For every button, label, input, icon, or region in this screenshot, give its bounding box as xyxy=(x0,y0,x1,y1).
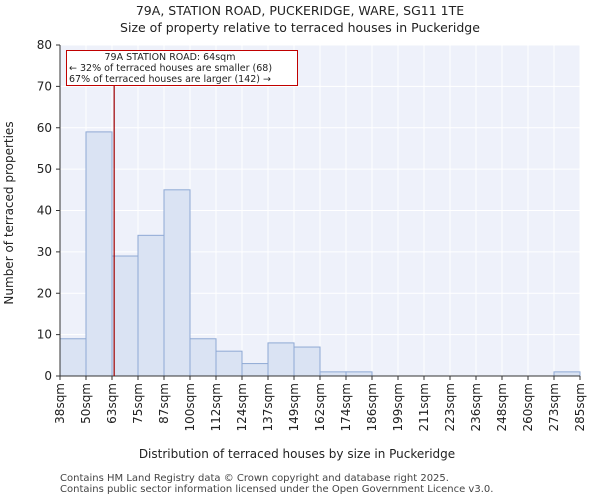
y-tick-label: 20 xyxy=(37,286,52,300)
annotation-line-1: 79A STATION ROAD: 64sqm xyxy=(104,52,236,63)
y-tick-label: 70 xyxy=(37,79,52,93)
annotation-box: 79A STATION ROAD: 64sqm ← 32% of terrace… xyxy=(66,50,298,86)
x-tick-label: 260sqm xyxy=(521,383,535,431)
x-tick-label: 38sqm xyxy=(53,383,67,424)
chart-title: 79A, STATION ROAD, PUCKERIDGE, WARE, SG1… xyxy=(135,3,465,18)
bar-100sqm xyxy=(189,338,217,377)
x-tick-label: 236sqm xyxy=(469,383,483,431)
y-tick-label: 40 xyxy=(37,204,52,218)
x-tick-label: 186sqm xyxy=(365,383,379,431)
x-tick-label: 149sqm xyxy=(287,383,301,431)
x-tick-label: 124sqm xyxy=(235,383,249,431)
bar-63sqm xyxy=(111,255,139,377)
y-tick-label: 30 xyxy=(37,245,52,259)
y-tick-label: 60 xyxy=(37,121,52,135)
x-tick-label: 100sqm xyxy=(183,383,197,431)
x-tick-label: 162sqm xyxy=(313,383,327,431)
footer-line-2: Contains public sector information licen… xyxy=(60,484,494,495)
x-tick-label: 75sqm xyxy=(131,383,145,424)
x-tick-label: 223sqm xyxy=(443,383,457,431)
bar-112sqm xyxy=(215,350,243,377)
bar-162sqm xyxy=(319,371,347,377)
x-tick-label: 211sqm xyxy=(417,383,431,431)
x-tick-label: 285sqm xyxy=(573,383,587,431)
y-tick-label: 0 xyxy=(44,369,52,383)
y-tick-label: 80 xyxy=(37,38,52,52)
bar-273sqm xyxy=(553,371,581,377)
bar-149sqm xyxy=(293,346,321,377)
bar-50sqm xyxy=(85,131,113,377)
x-tick-label: 112sqm xyxy=(209,383,223,431)
bar-124sqm xyxy=(241,363,269,377)
x-tick-label: 174sqm xyxy=(339,383,353,431)
bar-87sqm xyxy=(163,189,191,377)
bar-38sqm xyxy=(59,338,87,377)
bar-75sqm xyxy=(137,234,165,377)
x-tick-label: 63sqm xyxy=(105,383,119,424)
x-tick-label: 50sqm xyxy=(79,383,93,424)
chart-subtitle: Size of property relative to terraced ho… xyxy=(120,20,480,35)
annotation-line-2: ← 32% of terraced houses are smaller (68… xyxy=(69,63,273,74)
annotation-line-3: 67% of terraced houses are larger (142) … xyxy=(69,74,271,85)
footer-line-1: Contains HM Land Registry data © Crown c… xyxy=(60,473,449,484)
y-tick-label: 50 xyxy=(37,162,52,176)
x-axis-label: Distribution of terraced houses by size … xyxy=(139,447,455,461)
bar-174sqm xyxy=(345,371,373,377)
bar-137sqm xyxy=(267,342,295,377)
y-axis-label: Number of terraced properties xyxy=(2,121,16,304)
x-tick-label: 87sqm xyxy=(157,383,171,424)
x-tick-label: 199sqm xyxy=(391,383,405,431)
x-tick-label: 137sqm xyxy=(261,383,275,431)
x-tick-label: 273sqm xyxy=(547,383,561,431)
y-tick-label: 10 xyxy=(37,328,52,342)
x-tick-label: 248sqm xyxy=(495,383,509,431)
